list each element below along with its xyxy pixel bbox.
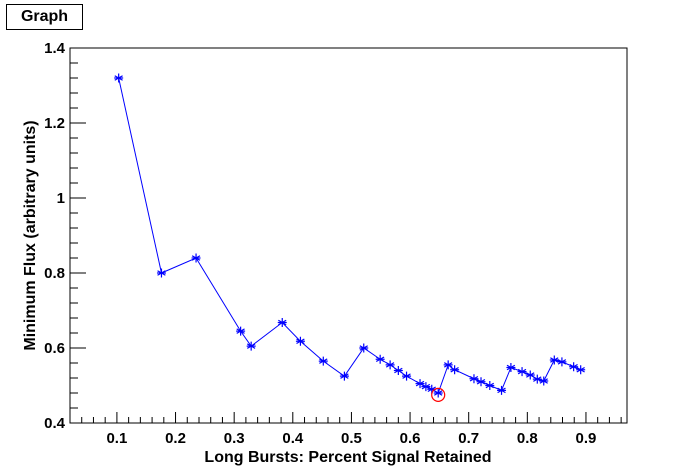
y-tick-label: 1.2 bbox=[44, 115, 65, 132]
data-point bbox=[402, 371, 412, 381]
data-point bbox=[569, 362, 579, 372]
x-tick-label: 0.4 bbox=[282, 430, 304, 447]
data-point bbox=[525, 370, 535, 380]
y-tick-label: 1.4 bbox=[44, 40, 66, 57]
data-point bbox=[450, 365, 460, 375]
data-point bbox=[421, 382, 431, 392]
data-point bbox=[277, 318, 287, 327]
data-point bbox=[433, 388, 443, 398]
data-point bbox=[476, 377, 486, 387]
data-point bbox=[443, 360, 453, 370]
data-point bbox=[576, 365, 586, 375]
x-tick-label: 0.6 bbox=[400, 430, 421, 447]
y-tick-label: 1 bbox=[57, 190, 65, 207]
plot-frame bbox=[69, 47, 628, 424]
data-point bbox=[318, 356, 328, 366]
data-point bbox=[469, 374, 479, 384]
x-tick-label: 0.9 bbox=[576, 430, 597, 447]
data-point bbox=[539, 376, 549, 386]
data-point bbox=[557, 357, 567, 367]
data-point bbox=[191, 253, 201, 263]
y-axis-label: Minimum Flux (arbitrary units) bbox=[22, 120, 39, 350]
data-point bbox=[295, 336, 305, 346]
data-point bbox=[156, 268, 166, 278]
data-point bbox=[393, 366, 403, 375]
x-tick-label: 0.7 bbox=[458, 430, 479, 447]
data-point bbox=[359, 343, 369, 353]
series-line bbox=[118, 77, 581, 394]
y-tick-label: 0.8 bbox=[44, 265, 65, 282]
highlight-marker bbox=[431, 387, 446, 402]
data-point bbox=[339, 371, 349, 381]
data-point bbox=[375, 354, 385, 364]
data-point bbox=[485, 381, 495, 390]
data-point bbox=[236, 326, 246, 336]
data-point bbox=[385, 360, 395, 370]
data-point bbox=[114, 73, 124, 83]
x-tick-label: 0.5 bbox=[341, 430, 362, 447]
data-point bbox=[549, 355, 559, 365]
x-tick-label: 0.2 bbox=[165, 430, 186, 447]
chart-title: Graph bbox=[6, 4, 83, 30]
y-tick-label: 0.4 bbox=[44, 415, 66, 432]
x-tick-label: 0.8 bbox=[517, 430, 538, 447]
y-tick-label: 0.6 bbox=[44, 340, 65, 357]
data-point bbox=[497, 385, 507, 395]
data-point bbox=[246, 341, 256, 351]
x-axis-label: Long Bursts: Percent Signal Retained bbox=[204, 449, 491, 466]
x-tick-label: 0.1 bbox=[106, 430, 127, 447]
data-point bbox=[506, 363, 516, 372]
x-tick-label: 0.3 bbox=[224, 430, 245, 447]
data-point bbox=[517, 367, 527, 377]
data-point bbox=[415, 379, 425, 389]
